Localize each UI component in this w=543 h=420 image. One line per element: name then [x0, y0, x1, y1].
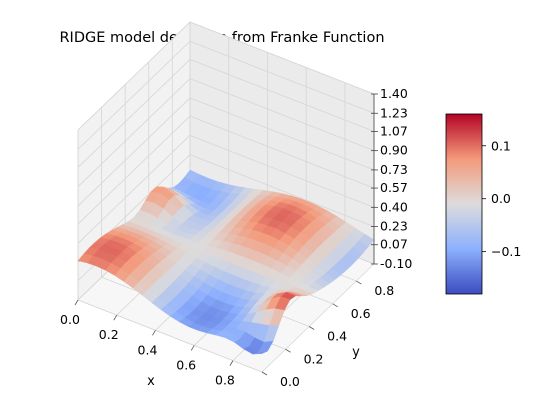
surface-cell [252, 350, 268, 355]
z-tick-label: 0.90 [380, 143, 408, 158]
y-tick-label: 0.2 [304, 351, 324, 366]
z-tick-label: 0.57 [380, 180, 408, 195]
grid-z-right [189, 134, 375, 208]
y-tick-mark [261, 371, 268, 376]
z-tick-label: 0.23 [380, 219, 408, 234]
z-tick-label: 0.40 [380, 199, 408, 214]
x-tick-mark [229, 360, 234, 366]
grid-z-left [77, 115, 191, 225]
z-tick-label: 1.07 [380, 123, 408, 138]
z-tick-label: 1.40 [380, 86, 408, 101]
grid-z-left [77, 135, 191, 244]
x-tick-label: 0.2 [99, 327, 119, 342]
y-tick-label: 0.8 [374, 283, 394, 298]
y-tick-mark [356, 280, 362, 285]
x-tick-mark [190, 345, 195, 351]
grid-z-left [77, 21, 191, 131]
axes-ticks: 0.00.20.40.60.8 0.00.20.40.60.8-0.100.070… [60, 86, 412, 389]
x-tick-label: 0.6 [176, 357, 196, 372]
grid-z-right [189, 115, 375, 189]
colorbar-tick-label: 0.1 [491, 138, 511, 153]
grid-z-right [189, 97, 375, 171]
grid-z-left [77, 97, 191, 207]
grid-z-right [189, 154, 375, 227]
grid-z-left [77, 40, 191, 150]
z-tick-label: 0.73 [380, 162, 408, 177]
colorbar-gradient [445, 113, 483, 295]
y-tick-label: 0.0 [280, 374, 300, 389]
y-tick-mark [332, 303, 338, 308]
grid-z-right [189, 78, 375, 152]
x-axis-label: x [147, 374, 155, 389]
y-tick-mark [285, 348, 291, 353]
colorbar-tick-label: −0.1 [491, 244, 521, 259]
z-tick-label: 0.07 [380, 237, 408, 252]
colorbar: 0.1 0.0 −0.1 [445, 113, 521, 295]
grid-floor-y [77, 299, 263, 373]
surface-plot [77, 169, 375, 355]
grid-z-left [77, 78, 191, 187]
x-tick-mark [74, 299, 79, 306]
z-tick-label: 1.23 [380, 105, 408, 120]
z-tick-label: -0.10 [380, 256, 412, 271]
y-axis-label: y [352, 345, 360, 360]
colorbar-tick-label: 0.0 [491, 191, 511, 206]
x-tick-mark [113, 314, 118, 321]
y-tick-mark [308, 326, 315, 330]
grid-z-right [189, 40, 375, 114]
grid-z-left [77, 59, 191, 168]
x-tick-label: 0.4 [138, 342, 158, 357]
y-tick-label: 0.4 [327, 329, 347, 344]
grid-z-right [189, 21, 375, 95]
x-tick-mark [152, 330, 156, 336]
y-tick-label: 0.6 [351, 306, 371, 321]
x-tick-label: 0.0 [60, 312, 80, 327]
grid-z-right [189, 59, 375, 132]
x-tick-label: 0.8 [215, 373, 235, 388]
